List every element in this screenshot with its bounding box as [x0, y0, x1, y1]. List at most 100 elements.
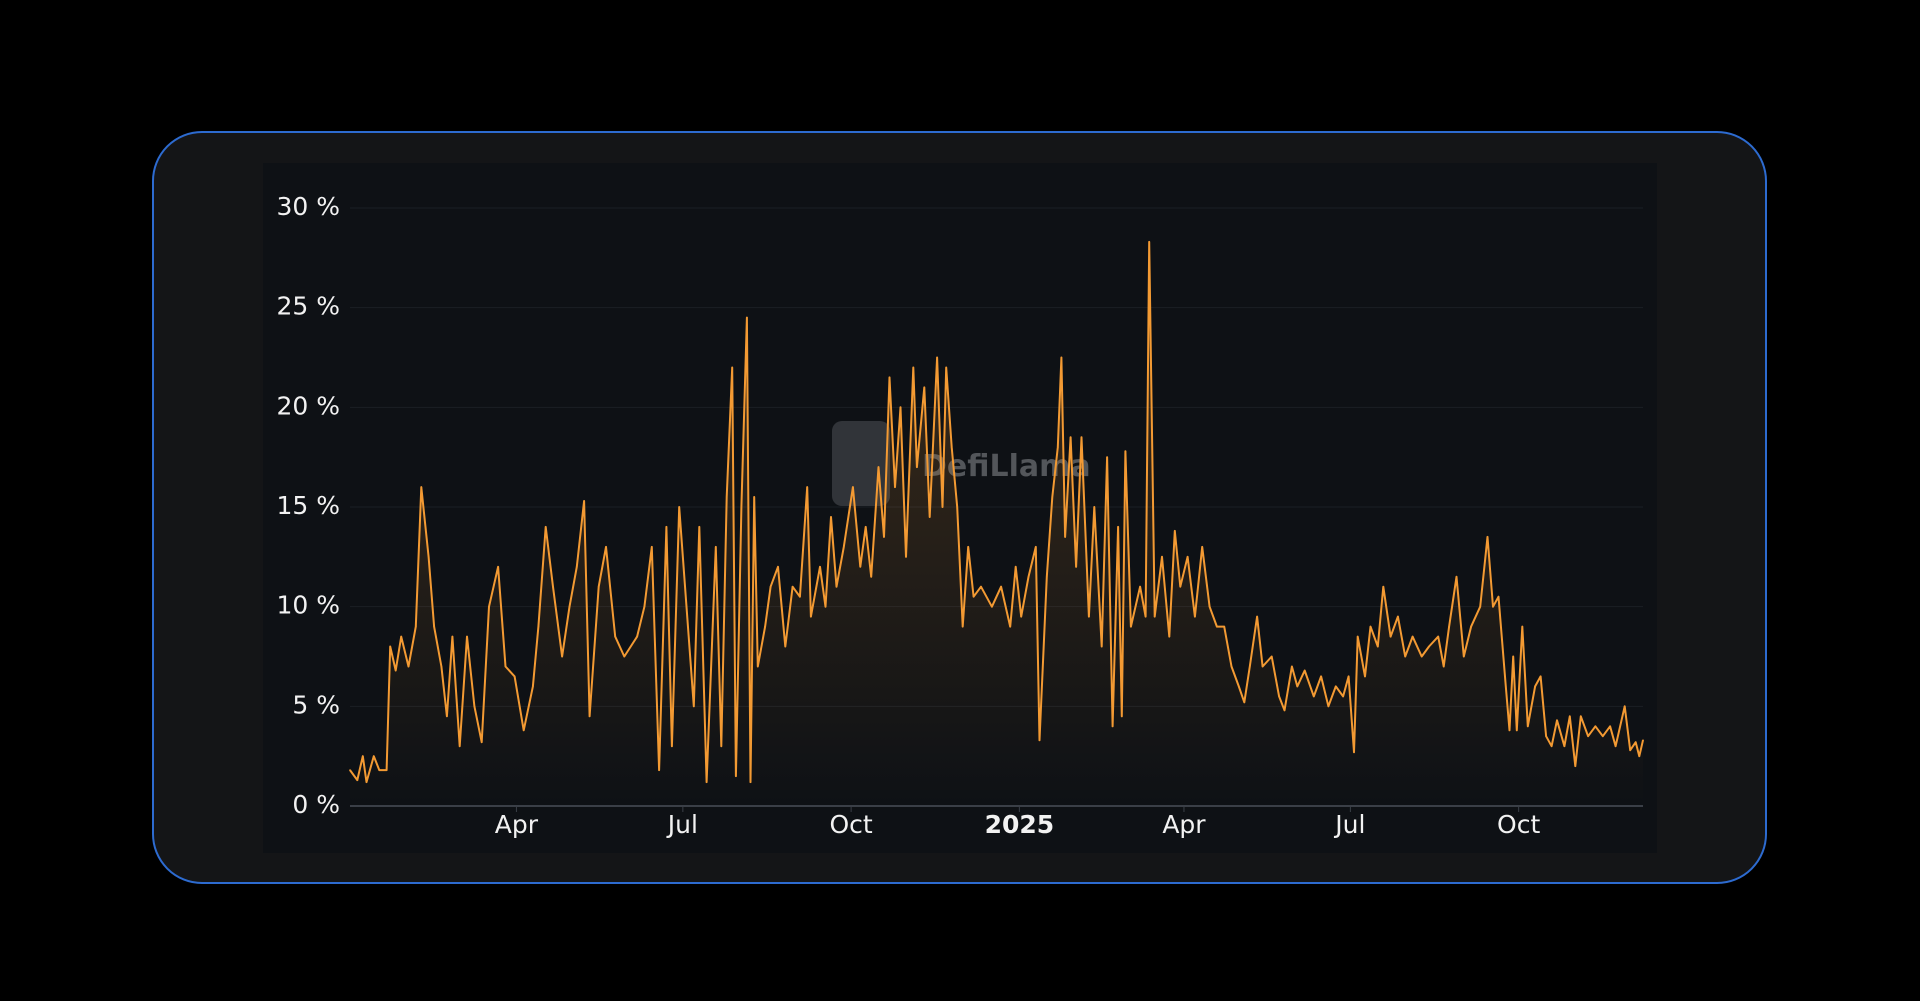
data-point: [636, 635, 638, 638]
data-point: [941, 506, 944, 508]
data-point: [1080, 436, 1083, 439]
data-point: [698, 526, 701, 528]
data-point: [764, 625, 766, 628]
data-point: [1455, 576, 1458, 578]
data-point: [731, 366, 733, 369]
data-point: [427, 556, 430, 558]
data-point: [415, 625, 417, 628]
y-tick-label: 10 %: [276, 591, 340, 620]
data-point: [1369, 625, 1372, 628]
data-point: [420, 486, 423, 488]
data-point: [693, 705, 695, 708]
data-point: [991, 605, 993, 608]
data-point: [1148, 241, 1150, 243]
data-point: [810, 615, 812, 618]
data-point: [1521, 625, 1524, 628]
data-point: [561, 655, 563, 658]
data-point: [583, 500, 585, 502]
data-point: [665, 526, 668, 528]
data-point: [923, 386, 926, 389]
data-point: [1479, 605, 1481, 608]
data-point: [1121, 715, 1123, 718]
data-point: [597, 585, 600, 588]
x-tick-label: 2025: [985, 810, 1055, 839]
data-point: [623, 655, 626, 658]
data-point: [537, 625, 540, 628]
data-point: [1404, 655, 1406, 658]
data-point: [658, 769, 660, 771]
data-point: [1516, 729, 1518, 732]
data-point: [389, 645, 392, 648]
data-point: [1356, 635, 1359, 638]
data-point: [1364, 675, 1366, 678]
data-point: [1486, 536, 1489, 538]
x-tick-label: Oct: [1497, 810, 1540, 839]
data-point: [830, 516, 832, 518]
y-tick-label: 25 %: [276, 292, 340, 321]
data-point: [1093, 506, 1096, 508]
y-tick-label: 20 %: [276, 391, 340, 420]
data-point: [394, 669, 397, 672]
data-point: [1168, 635, 1171, 638]
data-point: [945, 366, 947, 369]
data-point: [458, 745, 461, 747]
data-point: [859, 566, 862, 568]
data-point: [1545, 735, 1547, 737]
data-point: [1580, 715, 1582, 718]
data-point: [1153, 615, 1156, 618]
data-point: [451, 635, 454, 638]
data-point: [928, 516, 931, 518]
data-point: [532, 685, 534, 688]
data-point: [1411, 635, 1414, 638]
data-point: [1342, 695, 1344, 698]
data-point: [1064, 536, 1066, 538]
data-point: [735, 775, 737, 777]
data-point: [504, 665, 507, 668]
x-tick-label: Jul: [1333, 810, 1365, 839]
data-point: [1000, 585, 1002, 588]
data-point: [1106, 456, 1108, 459]
data-point: [407, 665, 410, 668]
data-point: [1278, 695, 1280, 698]
data-point: [835, 585, 838, 588]
data-point: [1201, 546, 1203, 548]
data-point: [1594, 725, 1597, 728]
data-point: [1638, 755, 1641, 757]
data-point: [1186, 556, 1189, 558]
data-point: [725, 496, 728, 498]
data-point: [1463, 655, 1465, 658]
data-point: [1556, 719, 1558, 722]
data-point: [777, 566, 779, 568]
data-point: [720, 745, 723, 747]
data-point: [864, 526, 867, 528]
data-point: [552, 585, 554, 588]
data-point: [1642, 739, 1644, 741]
data-point: [480, 741, 483, 743]
data-point: [1587, 735, 1589, 737]
data-point: [1111, 725, 1114, 728]
data-point: [1069, 436, 1072, 439]
data-point: [1377, 645, 1379, 648]
data-point: [1327, 705, 1330, 708]
llama-logo-icon: [832, 421, 890, 506]
data-point: [671, 745, 673, 747]
data-point: [1057, 446, 1059, 449]
data-point: [473, 705, 476, 708]
data-point: [1602, 735, 1604, 737]
data-point: [1283, 709, 1286, 712]
data-point: [1117, 526, 1119, 528]
data-point: [967, 546, 969, 548]
data-point: [1291, 665, 1293, 668]
data-point: [950, 446, 953, 449]
data-point: [1174, 530, 1176, 532]
data-point: [1194, 615, 1196, 618]
data-point: [1497, 595, 1500, 598]
data-point: [877, 466, 880, 468]
data-point: [365, 781, 368, 783]
x-tick-label: Jul: [666, 810, 698, 839]
data-point: [1492, 605, 1494, 608]
data-point: [568, 605, 571, 608]
data-point: [1100, 645, 1103, 648]
data-point: [1046, 576, 1048, 578]
